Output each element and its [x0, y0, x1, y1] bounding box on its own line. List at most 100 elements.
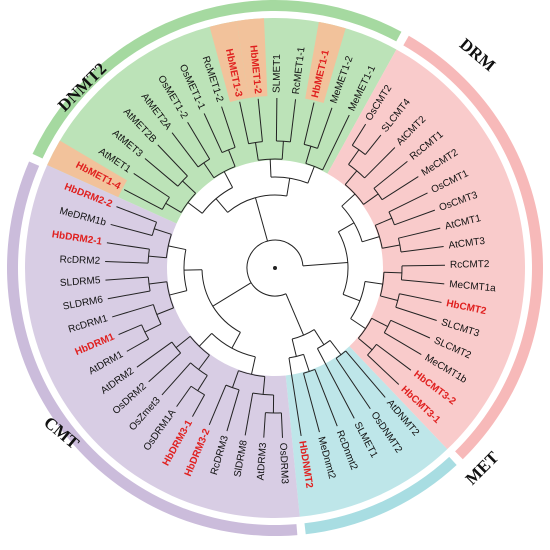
tree-branch [364, 147, 396, 179]
tree-branch-arc [248, 141, 263, 145]
tree-branch [105, 260, 149, 264]
tree-branch [344, 170, 358, 185]
tree-branch [254, 142, 259, 161]
group-shade-drm [24, 165, 300, 519]
tree-branch-arc [288, 353, 304, 359]
tree-branch-arc [152, 304, 162, 325]
tree-branch [244, 392, 254, 436]
tree-branch [382, 244, 400, 249]
highlight-shade [236, 18, 268, 99]
tree-branch [148, 255, 167, 259]
tree-branch-arc [335, 350, 347, 359]
tree-branch [198, 354, 210, 370]
group-color-bands [6, 0, 543, 536]
tree-branch [257, 98, 263, 142]
tree-branch [338, 222, 355, 233]
tree-branch [123, 189, 163, 210]
tree-branch-arc [341, 205, 363, 242]
tree-branch [203, 162, 215, 179]
tree-branch [107, 290, 151, 300]
tree-branch-arc [190, 385, 205, 396]
tree-branch [192, 394, 206, 417]
tree-root [273, 266, 277, 270]
tree-branch [316, 348, 355, 419]
tree-branch [118, 324, 142, 336]
tree-branch [136, 341, 173, 368]
tree-branch [226, 389, 240, 432]
tree-branch [314, 369, 338, 427]
tree-branch [197, 375, 208, 391]
tree-branch [367, 354, 400, 385]
tree-branch [371, 317, 388, 328]
tree-branch [263, 412, 266, 438]
tree-branch-arc [348, 164, 365, 179]
tree-branch [239, 101, 250, 144]
tree-branch [144, 323, 162, 333]
tree-branch-arc [225, 384, 240, 391]
leaf-label: RcDRM2 [59, 254, 100, 267]
tree-branch [395, 306, 437, 322]
tree-branch-arc [197, 158, 210, 168]
group-shade-met [47, 17, 397, 224]
tree-branch [133, 173, 170, 198]
tree-branch-arc [276, 140, 291, 143]
tree-branch [380, 295, 398, 302]
tree-branch [280, 412, 283, 438]
tree-branch [112, 304, 154, 318]
tree-branches [105, 98, 445, 438]
tree-branch [231, 332, 241, 349]
tree-branch [171, 132, 199, 168]
tree-branch [212, 282, 252, 307]
tree-branch [305, 146, 312, 164]
tree-branch [317, 107, 333, 149]
tree-branch [175, 335, 191, 349]
tree-branch [198, 333, 213, 347]
tree-branch [329, 340, 342, 356]
tree-branch [350, 318, 366, 330]
tree-branch [156, 307, 174, 315]
tree-branch [154, 228, 172, 235]
leaf-label: MeCMT1a [449, 279, 497, 294]
tree-branch [401, 264, 445, 267]
tree-branch [250, 356, 256, 375]
tree-branch [254, 197, 268, 242]
tree-branch [215, 198, 229, 213]
group-shade-dnmt2 [285, 346, 448, 517]
tree-branch [116, 206, 157, 223]
tree-branch [187, 121, 211, 160]
tree-branch-arc [344, 184, 364, 205]
tree-branch [345, 350, 386, 398]
tree-branch [303, 102, 315, 145]
tree-branch [105, 276, 149, 281]
tree-branch [223, 171, 234, 188]
tree-branch [281, 141, 284, 160]
tree-branch [182, 180, 196, 194]
tree-branch-arc [165, 234, 172, 258]
tree-branch [401, 279, 445, 285]
tree-branch [148, 281, 167, 285]
tree-branch [176, 385, 192, 407]
tree-branch [286, 178, 291, 197]
tree-branch [390, 319, 431, 339]
tree-branch [165, 202, 182, 213]
tree-branch [364, 280, 383, 285]
group-shade-cmt [327, 49, 525, 450]
leaf-label: RcCMT2 [450, 259, 490, 271]
tree-branch [144, 158, 179, 187]
tree-branch [203, 113, 223, 153]
tree-branch [110, 223, 153, 236]
tree-branch [231, 370, 239, 388]
tree-branch-arc [383, 320, 392, 333]
tree-branch [221, 106, 236, 148]
group-band-cmt [403, 35, 543, 460]
tree-branch-arc [246, 239, 304, 297]
tree-branch-arc [213, 166, 236, 179]
leaf-label: AtCMT3 [448, 236, 486, 252]
highlight-shade [305, 21, 346, 104]
tree-branch [169, 290, 187, 296]
tree-branch [291, 338, 297, 357]
tree-branch-arc [374, 225, 383, 249]
group-title-drm: DRM [456, 34, 499, 75]
tree-branch-arc [397, 238, 402, 253]
